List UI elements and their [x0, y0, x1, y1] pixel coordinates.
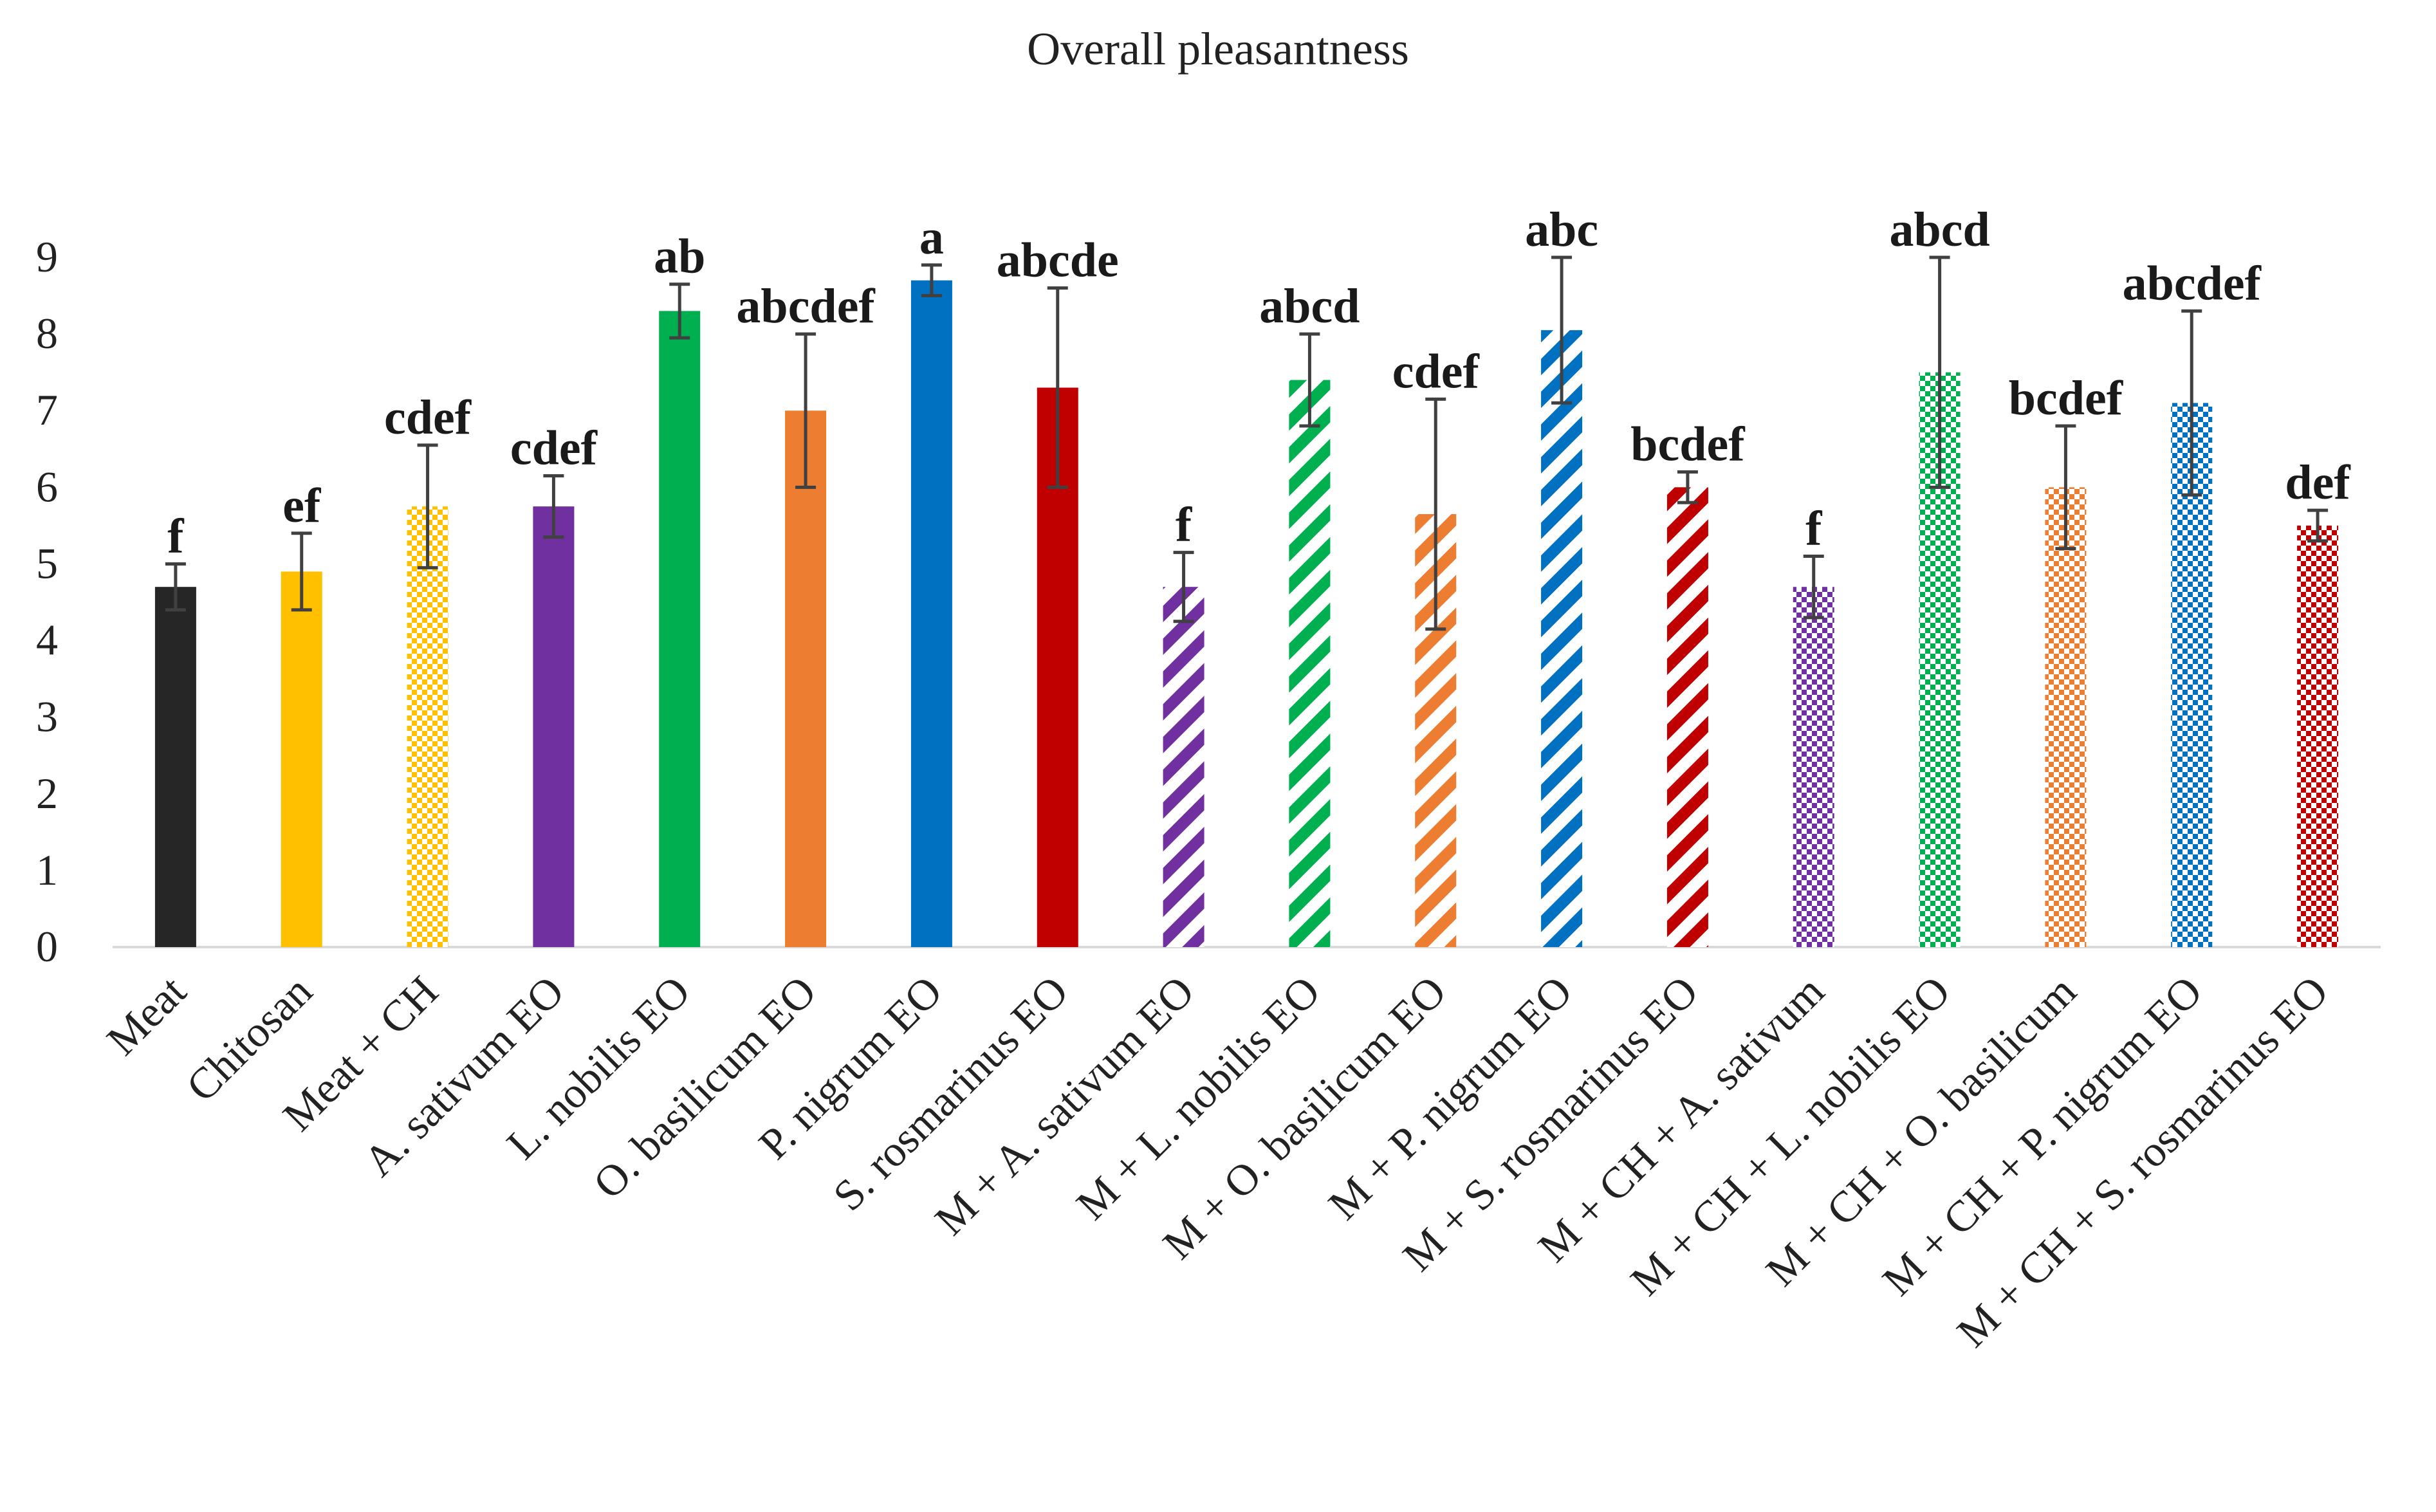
error-bars-group [165, 255, 2329, 631]
error-bar-1 [291, 531, 312, 612]
significance-letter-17: def [2285, 456, 2351, 510]
bar-2 [407, 506, 448, 947]
y-tick-label: 8 [36, 309, 58, 358]
error-bar-11 [1551, 255, 1573, 405]
y-tick-label: 7 [36, 385, 58, 434]
significance-letter-9: abcd [1259, 279, 1360, 333]
bar-8 [1163, 587, 1204, 947]
significance-letter-15: bcdef [2009, 371, 2124, 425]
y-tick-label: 3 [36, 692, 58, 741]
bar-5 [785, 410, 827, 947]
significance-letter-8: f [1176, 498, 1193, 552]
y-tick-label: 6 [36, 462, 58, 511]
significance-letter-11: abc [1525, 203, 1598, 257]
y-tick-label: 4 [36, 616, 58, 665]
bar-3 [533, 506, 575, 947]
error-bar-5 [795, 332, 817, 489]
bar-0 [154, 587, 196, 947]
bar-12 [1666, 487, 1708, 947]
error-bar-2 [417, 443, 438, 569]
bar-6 [910, 280, 952, 947]
y-tick-label: 0 [36, 922, 58, 971]
significance-letter-3: cdef [510, 421, 598, 475]
bar-4 [659, 311, 701, 947]
error-bar-16 [2181, 309, 2202, 497]
error-bar-7 [1047, 286, 1068, 489]
significance-letter-1: ef [282, 479, 322, 533]
bar-15 [2045, 487, 2087, 947]
significance-letter-13: f [1805, 502, 1823, 556]
error-bar-13 [1803, 555, 1824, 620]
significance-letter-12: bcdef [1630, 418, 1746, 472]
y-tick-label: 2 [36, 769, 58, 818]
significance-letter-2: cdef [384, 391, 472, 445]
error-bar-15 [2055, 424, 2076, 551]
y-axis-ticks: 0 1 2 3 4 5 6 7 8 9 [36, 232, 58, 971]
bars-group [154, 280, 2339, 947]
y-tick-label: 9 [36, 232, 58, 281]
error-bar-9 [1299, 332, 1320, 428]
bar-11 [1541, 330, 1583, 947]
error-bar-0 [165, 562, 186, 612]
y-tick-label: 1 [36, 845, 58, 894]
error-bar-6 [921, 263, 942, 298]
error-bar-14 [1929, 255, 1950, 489]
significance-letter-16: abcdef [2123, 256, 2262, 310]
significance-letter-14: abcd [1889, 203, 1989, 257]
significance-letter-4: ab [654, 230, 705, 284]
error-bar-12 [1677, 470, 1698, 504]
bar-17 [2297, 525, 2339, 947]
error-bar-8 [1173, 551, 1194, 623]
significance-letter-6: a [919, 210, 944, 264]
chart-title: Overall pleasantness [1027, 23, 1409, 75]
x-tick-label-5: O. basilicum EO [584, 966, 826, 1208]
bar-13 [1793, 587, 1834, 947]
x-tick-label-7: S. rosmarinus EO [824, 966, 1077, 1220]
y-tick-label: 5 [36, 539, 58, 587]
bar-1 [281, 571, 322, 947]
significance-letter-7: abcde [997, 234, 1119, 288]
error-bar-3 [543, 474, 564, 539]
error-bar-4 [669, 282, 690, 340]
significance-letter-10: cdef [1392, 344, 1481, 398]
error-bar-10 [1425, 397, 1446, 631]
significance-letter-5: abcdef [736, 279, 876, 333]
significance-letter-0: f [167, 509, 185, 563]
error-bar-17 [2307, 508, 2329, 543]
bar-9 [1289, 380, 1331, 947]
x-tick-label-0: Meat [97, 966, 196, 1065]
